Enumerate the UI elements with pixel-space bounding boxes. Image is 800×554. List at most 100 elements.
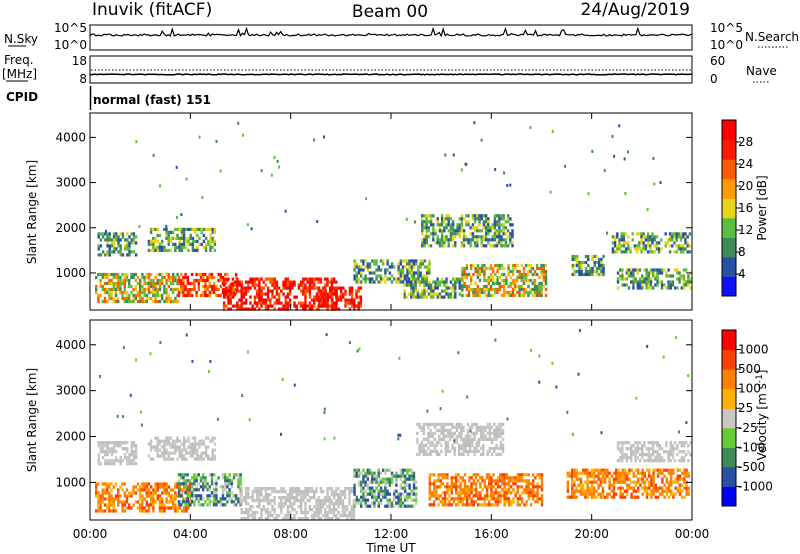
scatter-cell (510, 503, 513, 507)
scatter-cell (186, 287, 189, 292)
scatter-cell (379, 277, 383, 281)
scatter-cell (652, 450, 655, 454)
scatter-cell (451, 244, 455, 248)
scatter-cell (158, 503, 162, 507)
scatter-cell (206, 494, 209, 498)
scatter-cell (491, 223, 494, 227)
scatter-cell (147, 482, 151, 486)
scatter-cell (408, 468, 411, 472)
scatter-cell (676, 477, 679, 481)
scatter-cell (511, 235, 514, 239)
scatter-cell (110, 241, 114, 245)
scatter-cell (121, 488, 124, 492)
scatter-cell (167, 275, 170, 280)
scatter-cell (665, 477, 668, 481)
scatter-cell (269, 298, 272, 302)
scatter-cell (416, 440, 419, 444)
velocity-cb-frame (721, 329, 737, 507)
scatter-cell (123, 500, 126, 504)
scatter-cell (641, 468, 644, 472)
scatter-cell (462, 229, 466, 233)
scatter-cell (260, 517, 263, 521)
scatter-cell (511, 293, 515, 298)
scatter-cell (97, 491, 100, 495)
scatter-cell (571, 266, 574, 271)
scatter-cell (115, 456, 118, 460)
scatter-cell (193, 287, 196, 292)
scatter-cell (412, 259, 416, 263)
scatter-cell (169, 457, 173, 461)
scatter-cell (520, 263, 523, 268)
scatter-cell (667, 483, 671, 487)
scatter-cell (255, 499, 259, 503)
scatter-cell (288, 514, 292, 518)
scatter-cell (470, 476, 473, 480)
isolated-point (325, 333, 328, 337)
scatter-cell (466, 500, 469, 504)
scatter-cell (454, 235, 457, 239)
scatter-cell (332, 511, 336, 515)
scatter-cell (632, 453, 635, 457)
scatter-cell (485, 488, 489, 492)
scatter-cell (297, 493, 301, 497)
scatter-cell (473, 241, 477, 245)
scatter-cell (660, 268, 664, 272)
scatter-cell (304, 286, 307, 290)
isolated-point (241, 394, 244, 397)
scatter-cell (360, 271, 363, 275)
scatter-cell (408, 259, 411, 263)
scatter-cell (355, 289, 358, 293)
scatter-cell (266, 487, 270, 491)
scatter-cell (196, 457, 199, 461)
scatter-cell (174, 275, 177, 280)
scatter-cell (496, 263, 499, 268)
scatter-cell (410, 259, 413, 263)
scatter-cell (368, 262, 372, 266)
scatter-cell (242, 292, 246, 296)
scatter-cell (442, 431, 445, 435)
scatter-cell (533, 287, 537, 292)
scatter-cell (597, 471, 600, 475)
scatter-cell (474, 281, 477, 286)
scatter-cell (645, 447, 648, 451)
scatter-cell (215, 293, 218, 298)
scatter-cell (204, 476, 207, 480)
scatter-cell (641, 453, 644, 457)
scatter-cell (258, 490, 261, 494)
scatter-cell (446, 446, 450, 450)
scatter-cell (678, 474, 682, 478)
scatter-cell (457, 479, 460, 483)
scatter-cell (191, 287, 194, 292)
scatter-cell (202, 451, 206, 455)
scatter-cell (324, 511, 327, 515)
scatter-cell (529, 269, 532, 274)
scatter-cell (158, 442, 162, 446)
scatter-cell (444, 449, 448, 453)
scatter-cell (191, 245, 195, 249)
scatter-cell (306, 304, 309, 308)
scatter-cell (408, 474, 411, 478)
scatter-cell (477, 428, 481, 432)
scatter-cell (487, 241, 490, 245)
scatter-cell (119, 284, 122, 289)
scatter-cell (299, 304, 303, 308)
time-axis-title: Time UT (365, 541, 416, 554)
scatter-cell (475, 422, 478, 426)
scatter-cell (488, 476, 491, 480)
scatter-cell (177, 500, 181, 504)
scatter-cell (187, 451, 190, 455)
scatter-cell (167, 272, 170, 277)
scatter-cell (474, 482, 478, 486)
scatter-cell (474, 293, 477, 298)
scatter-cell (366, 498, 369, 502)
scatter-cell (403, 289, 406, 293)
scatter-cell (618, 244, 621, 248)
scatter-cell (239, 485, 242, 489)
scatter-cell (512, 500, 515, 504)
scatter-cell (428, 271, 431, 275)
scatter-cell (331, 307, 334, 311)
scatter-cell (484, 434, 487, 438)
scatter-cell (438, 434, 441, 438)
scatter-cell (463, 284, 466, 289)
scatter-cell (193, 439, 197, 443)
